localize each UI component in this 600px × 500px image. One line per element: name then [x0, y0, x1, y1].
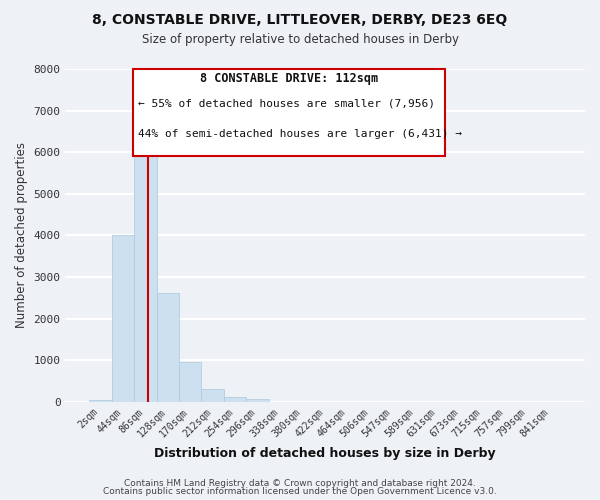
- Text: Size of property relative to detached houses in Derby: Size of property relative to detached ho…: [142, 32, 458, 46]
- Text: 44% of semi-detached houses are larger (6,431) →: 44% of semi-detached houses are larger (…: [138, 129, 462, 139]
- Text: 8, CONSTABLE DRIVE, LITTLEOVER, DERBY, DE23 6EQ: 8, CONSTABLE DRIVE, LITTLEOVER, DERBY, D…: [92, 12, 508, 26]
- Bar: [112, 236, 134, 402]
- Bar: [202, 389, 224, 402]
- Bar: [179, 362, 202, 402]
- Bar: [247, 400, 269, 402]
- Text: ← 55% of detached houses are smaller (7,956): ← 55% of detached houses are smaller (7,…: [138, 99, 435, 109]
- Text: Contains HM Land Registry data © Crown copyright and database right 2024.: Contains HM Land Registry data © Crown c…: [124, 478, 476, 488]
- Bar: [89, 400, 112, 402]
- X-axis label: Distribution of detached houses by size in Derby: Distribution of detached houses by size …: [154, 447, 496, 460]
- Bar: [134, 128, 157, 402]
- FancyBboxPatch shape: [133, 69, 445, 156]
- Text: 8 CONSTABLE DRIVE: 112sqm: 8 CONSTABLE DRIVE: 112sqm: [200, 72, 378, 86]
- Text: Contains public sector information licensed under the Open Government Licence v3: Contains public sector information licen…: [103, 487, 497, 496]
- Bar: [157, 293, 179, 402]
- Y-axis label: Number of detached properties: Number of detached properties: [15, 142, 28, 328]
- Bar: [224, 397, 247, 402]
